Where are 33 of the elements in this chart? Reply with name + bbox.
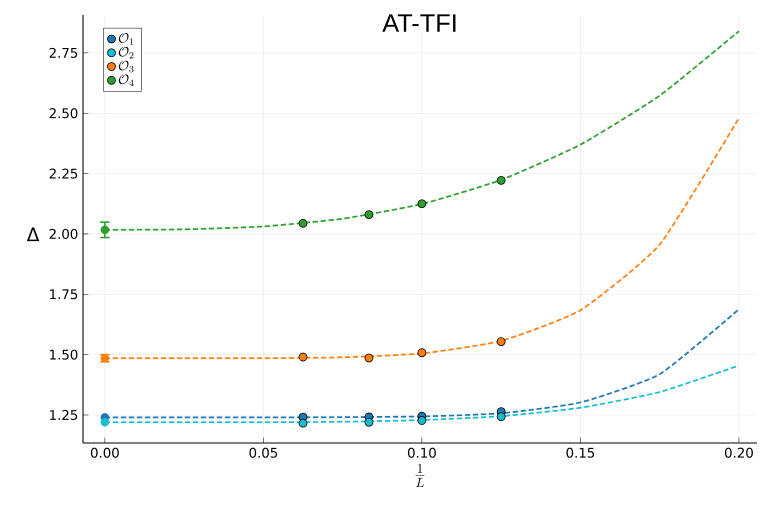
x-tick-label: 0.10 <box>408 448 436 458</box>
point <box>418 199 426 208</box>
x-tick-label: 0.05 <box>249 448 278 458</box>
y-tick-label: 1.75 <box>50 289 78 300</box>
y-tick-label: 2.75 <box>50 48 78 58</box>
y-tick-label: 2.25 <box>50 168 78 179</box>
x-axis-title: $\frac{1}{L}$ <box>415 464 425 488</box>
x-tick-label: 0.20 <box>724 448 753 458</box>
point <box>298 218 308 228</box>
point <box>298 418 308 428</box>
point <box>496 337 506 346</box>
y-tick-label: 2.00 <box>50 228 78 239</box>
point <box>364 210 374 220</box>
legend-label: $\mathcal{O}_3$ <box>118 60 134 72</box>
chart-title: AT-TFI <box>382 14 456 32</box>
legend-label: $\mathcal{O}_4$ <box>118 74 134 86</box>
point <box>298 352 308 362</box>
point <box>100 226 110 234</box>
point <box>364 418 374 427</box>
y-tick-label: 2.50 <box>50 108 78 118</box>
point <box>418 416 426 425</box>
legend-label: $\mathcal{O}_2$ <box>118 46 134 58</box>
y-axis-title: Δ <box>26 228 40 242</box>
y-tick-label: 1.25 <box>50 410 78 420</box>
x-tick-label: 0.00 <box>90 448 119 458</box>
legend-label: $\mathcal{O}_1$ <box>118 33 134 45</box>
point <box>496 412 506 422</box>
point <box>364 354 374 362</box>
y-tick-label: 1.50 <box>50 350 78 360</box>
point <box>100 418 110 426</box>
x-tick-label: 0.15 <box>566 448 594 458</box>
point <box>418 348 426 358</box>
point <box>496 176 506 185</box>
